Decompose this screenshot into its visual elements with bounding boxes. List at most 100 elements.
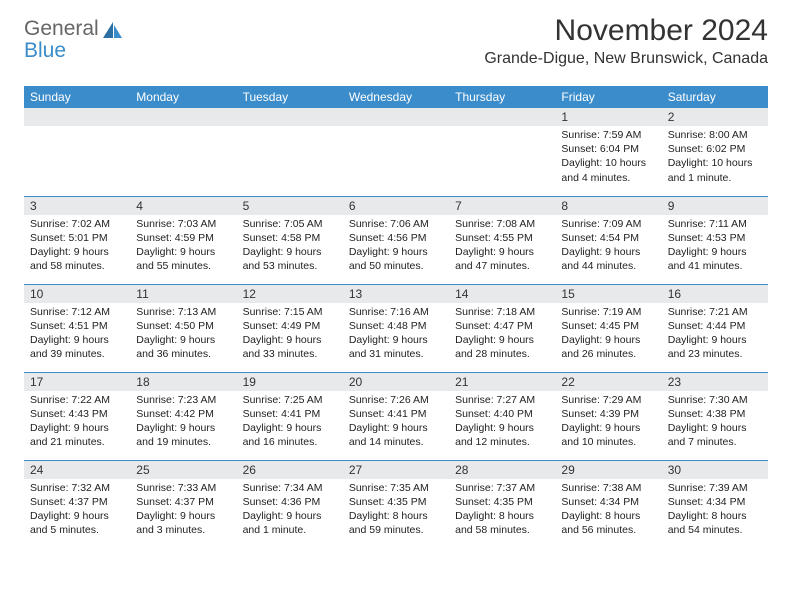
calendar-day-cell: 9Sunrise: 7:11 AMSunset: 4:53 PMDaylight… — [662, 196, 768, 284]
calendar-day-cell — [130, 108, 236, 196]
day-of-week-header: Monday — [130, 86, 236, 108]
calendar-day-cell: 18Sunrise: 7:23 AMSunset: 4:42 PMDayligh… — [130, 372, 236, 460]
day-number — [237, 108, 343, 126]
calendar-day-cell — [237, 108, 343, 196]
calendar-day-cell: 11Sunrise: 7:13 AMSunset: 4:50 PMDayligh… — [130, 284, 236, 372]
calendar-day-cell: 17Sunrise: 7:22 AMSunset: 4:43 PMDayligh… — [24, 372, 130, 460]
day-content: Sunrise: 7:16 AMSunset: 4:48 PMDaylight:… — [343, 303, 449, 366]
day-content: Sunrise: 7:21 AMSunset: 4:44 PMDaylight:… — [662, 303, 768, 366]
day-number: 3 — [24, 197, 130, 215]
day-content — [343, 126, 449, 132]
day-content: Sunrise: 7:27 AMSunset: 4:40 PMDaylight:… — [449, 391, 555, 454]
day-content: Sunrise: 7:19 AMSunset: 4:45 PMDaylight:… — [555, 303, 661, 366]
day-number — [343, 108, 449, 126]
day-content: Sunrise: 7:13 AMSunset: 4:50 PMDaylight:… — [130, 303, 236, 366]
calendar-day-cell: 28Sunrise: 7:37 AMSunset: 4:35 PMDayligh… — [449, 460, 555, 548]
calendar-day-cell: 6Sunrise: 7:06 AMSunset: 4:56 PMDaylight… — [343, 196, 449, 284]
day-number: 8 — [555, 197, 661, 215]
day-of-week-header: Thursday — [449, 86, 555, 108]
day-number: 13 — [343, 285, 449, 303]
day-number: 25 — [130, 461, 236, 479]
calendar-day-cell: 16Sunrise: 7:21 AMSunset: 4:44 PMDayligh… — [662, 284, 768, 372]
logo-word-1: General — [24, 17, 99, 40]
calendar-week-row: 24Sunrise: 7:32 AMSunset: 4:37 PMDayligh… — [24, 460, 768, 548]
day-number: 9 — [662, 197, 768, 215]
day-of-week-row: SundayMondayTuesdayWednesdayThursdayFrid… — [24, 86, 768, 108]
calendar-table: SundayMondayTuesdayWednesdayThursdayFrid… — [24, 86, 768, 548]
calendar-day-cell — [449, 108, 555, 196]
day-number: 7 — [449, 197, 555, 215]
day-content: Sunrise: 7:08 AMSunset: 4:55 PMDaylight:… — [449, 215, 555, 278]
month-title: November 2024 — [484, 14, 768, 48]
day-of-week-header: Sunday — [24, 86, 130, 108]
day-number: 12 — [237, 285, 343, 303]
header: General Blue November 2024 Grande-Digue,… — [24, 14, 768, 68]
day-number: 23 — [662, 373, 768, 391]
day-number: 30 — [662, 461, 768, 479]
day-content: Sunrise: 7:03 AMSunset: 4:59 PMDaylight:… — [130, 215, 236, 278]
calendar-day-cell: 19Sunrise: 7:25 AMSunset: 4:41 PMDayligh… — [237, 372, 343, 460]
day-number: 18 — [130, 373, 236, 391]
day-of-week-header: Friday — [555, 86, 661, 108]
day-of-week-header: Tuesday — [237, 86, 343, 108]
day-content — [237, 126, 343, 132]
day-content — [130, 126, 236, 132]
day-content: Sunrise: 7:15 AMSunset: 4:49 PMDaylight:… — [237, 303, 343, 366]
day-number: 16 — [662, 285, 768, 303]
day-content — [449, 126, 555, 132]
day-content: Sunrise: 7:26 AMSunset: 4:41 PMDaylight:… — [343, 391, 449, 454]
logo-word-2: Blue — [24, 40, 99, 62]
calendar-day-cell: 20Sunrise: 7:26 AMSunset: 4:41 PMDayligh… — [343, 372, 449, 460]
day-content: Sunrise: 7:12 AMSunset: 4:51 PMDaylight:… — [24, 303, 130, 366]
day-number: 22 — [555, 373, 661, 391]
day-content: Sunrise: 7:09 AMSunset: 4:54 PMDaylight:… — [555, 215, 661, 278]
logo-text: General Blue — [24, 18, 99, 62]
day-number: 10 — [24, 285, 130, 303]
day-number — [449, 108, 555, 126]
calendar-day-cell: 5Sunrise: 7:05 AMSunset: 4:58 PMDaylight… — [237, 196, 343, 284]
calendar-day-cell: 2Sunrise: 8:00 AMSunset: 6:02 PMDaylight… — [662, 108, 768, 196]
calendar-week-row: 10Sunrise: 7:12 AMSunset: 4:51 PMDayligh… — [24, 284, 768, 372]
day-number: 4 — [130, 197, 236, 215]
day-content: Sunrise: 7:05 AMSunset: 4:58 PMDaylight:… — [237, 215, 343, 278]
calendar-day-cell: 8Sunrise: 7:09 AMSunset: 4:54 PMDaylight… — [555, 196, 661, 284]
calendar-day-cell: 24Sunrise: 7:32 AMSunset: 4:37 PMDayligh… — [24, 460, 130, 548]
day-content: Sunrise: 7:25 AMSunset: 4:41 PMDaylight:… — [237, 391, 343, 454]
day-content: Sunrise: 7:33 AMSunset: 4:37 PMDaylight:… — [130, 479, 236, 542]
sail-icon — [102, 20, 124, 47]
calendar-day-cell — [24, 108, 130, 196]
calendar-week-row: 1Sunrise: 7:59 AMSunset: 6:04 PMDaylight… — [24, 108, 768, 196]
day-number: 21 — [449, 373, 555, 391]
calendar-day-cell: 27Sunrise: 7:35 AMSunset: 4:35 PMDayligh… — [343, 460, 449, 548]
day-number: 5 — [237, 197, 343, 215]
calendar-week-row: 17Sunrise: 7:22 AMSunset: 4:43 PMDayligh… — [24, 372, 768, 460]
day-number: 6 — [343, 197, 449, 215]
day-content: Sunrise: 7:06 AMSunset: 4:56 PMDaylight:… — [343, 215, 449, 278]
day-number: 27 — [343, 461, 449, 479]
day-number: 28 — [449, 461, 555, 479]
calendar-day-cell: 3Sunrise: 7:02 AMSunset: 5:01 PMDaylight… — [24, 196, 130, 284]
day-number — [24, 108, 130, 126]
day-number: 17 — [24, 373, 130, 391]
logo: General Blue — [24, 14, 124, 62]
day-of-week-header: Wednesday — [343, 86, 449, 108]
day-number: 20 — [343, 373, 449, 391]
day-content: Sunrise: 7:34 AMSunset: 4:36 PMDaylight:… — [237, 479, 343, 542]
title-block: November 2024 Grande-Digue, New Brunswic… — [484, 14, 768, 68]
calendar-day-cell: 25Sunrise: 7:33 AMSunset: 4:37 PMDayligh… — [130, 460, 236, 548]
day-content: Sunrise: 7:02 AMSunset: 5:01 PMDaylight:… — [24, 215, 130, 278]
day-number — [130, 108, 236, 126]
calendar-day-cell: 15Sunrise: 7:19 AMSunset: 4:45 PMDayligh… — [555, 284, 661, 372]
day-content: Sunrise: 7:35 AMSunset: 4:35 PMDaylight:… — [343, 479, 449, 542]
day-content — [24, 126, 130, 132]
calendar-day-cell: 7Sunrise: 7:08 AMSunset: 4:55 PMDaylight… — [449, 196, 555, 284]
calendar-day-cell: 12Sunrise: 7:15 AMSunset: 4:49 PMDayligh… — [237, 284, 343, 372]
day-content: Sunrise: 7:22 AMSunset: 4:43 PMDaylight:… — [24, 391, 130, 454]
calendar-day-cell: 29Sunrise: 7:38 AMSunset: 4:34 PMDayligh… — [555, 460, 661, 548]
calendar-day-cell — [343, 108, 449, 196]
calendar-body: 1Sunrise: 7:59 AMSunset: 6:04 PMDaylight… — [24, 108, 768, 548]
day-content: Sunrise: 7:38 AMSunset: 4:34 PMDaylight:… — [555, 479, 661, 542]
calendar-day-cell: 30Sunrise: 7:39 AMSunset: 4:34 PMDayligh… — [662, 460, 768, 548]
day-content: Sunrise: 7:29 AMSunset: 4:39 PMDaylight:… — [555, 391, 661, 454]
calendar-day-cell: 21Sunrise: 7:27 AMSunset: 4:40 PMDayligh… — [449, 372, 555, 460]
